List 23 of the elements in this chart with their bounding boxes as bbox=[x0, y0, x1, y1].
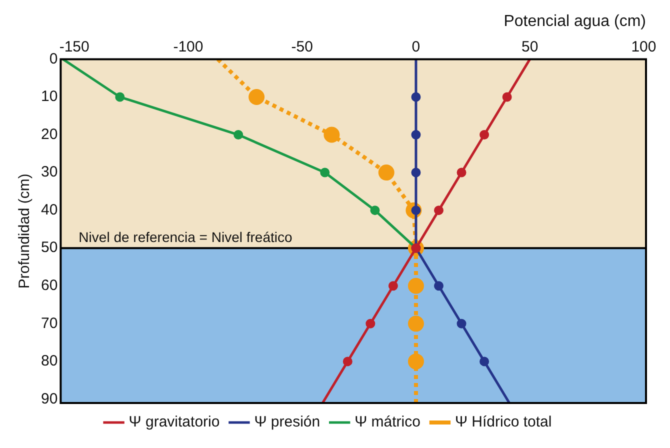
y-tick-label: 60 bbox=[40, 277, 58, 294]
legend-label: Ψ mátrico bbox=[354, 414, 420, 431]
ref-line-label: Nivel de referencia = Nivel freático bbox=[78, 228, 292, 245]
x-tick-label: -100 bbox=[173, 38, 204, 56]
x-tick-label: -150 bbox=[59, 38, 90, 56]
x-tick-label: -50 bbox=[291, 38, 313, 56]
y-tick-label: 40 bbox=[40, 201, 58, 218]
y-tick-label: 20 bbox=[40, 126, 58, 143]
x-tick-label: 50 bbox=[522, 38, 538, 56]
legend-label: Ψ Hídrico total bbox=[454, 414, 552, 431]
legend-label: Ψ gravitatorio bbox=[128, 414, 220, 431]
y-tick-label: 80 bbox=[40, 352, 58, 370]
legend-label: Ψ presión bbox=[254, 414, 320, 431]
x-axis-title: Potencial agua (cm) bbox=[504, 13, 646, 30]
y-tick-label: 0 bbox=[49, 50, 58, 68]
y-tick-label: 50 bbox=[40, 239, 58, 256]
y-axis-title: Profundidad (cm) bbox=[16, 174, 34, 289]
y-tick-label: 70 bbox=[40, 314, 58, 332]
y-tick-label: 30 bbox=[40, 164, 58, 181]
x-tick-label: 0 bbox=[412, 38, 420, 56]
y-tick-label: 10 bbox=[40, 88, 58, 106]
y-tick-label: 90 bbox=[40, 390, 58, 408]
x-tick-label: 100 bbox=[631, 38, 656, 56]
